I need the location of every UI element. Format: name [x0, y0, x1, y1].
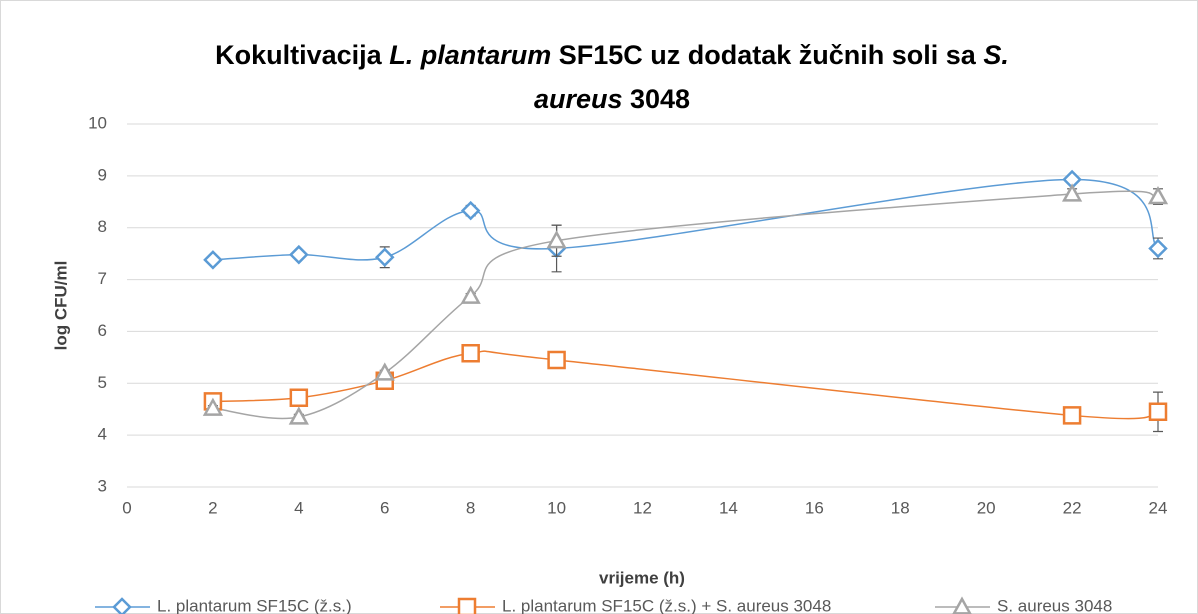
marker — [374, 247, 395, 268]
marker — [1062, 406, 1082, 425]
y-tick-label: 7 — [98, 269, 107, 288]
x-tick-label: 8 — [466, 498, 475, 517]
y-tick-label: 9 — [98, 165, 107, 184]
x-tick-label: 2 — [208, 498, 217, 517]
marker — [289, 388, 309, 408]
y-axis-title: log CFU/ml — [51, 261, 70, 351]
x-tick-label: 4 — [294, 498, 303, 517]
x-tick-label: 10 — [547, 498, 566, 517]
chart-title: aureus 3048 — [534, 84, 690, 114]
marker — [461, 343, 480, 363]
marker — [546, 230, 567, 249]
title-part: aureus — [534, 84, 623, 114]
title-part: 3048 — [622, 84, 690, 114]
marker — [547, 350, 566, 370]
marker — [1148, 238, 1168, 259]
x-tick-label: 16 — [805, 498, 824, 517]
y-tick-label: 6 — [98, 321, 107, 340]
y-tick-label: 5 — [98, 373, 107, 392]
marker — [1147, 186, 1169, 205]
x-tick-label: 0 — [122, 498, 131, 517]
x-tick-label: 18 — [891, 498, 910, 517]
title-part: S. — [983, 40, 1009, 70]
marker — [203, 250, 223, 270]
y-tick-label: 4 — [98, 425, 107, 444]
y-tick-label: 8 — [98, 217, 107, 236]
x-tick-label: 12 — [633, 498, 652, 517]
y-tick-label: 10 — [88, 113, 107, 132]
x-tick-label: 20 — [977, 498, 996, 517]
marker — [457, 597, 477, 614]
x-axis-title: vrijeme (h) — [599, 568, 685, 587]
marker — [1061, 183, 1083, 202]
x-tick-label: 22 — [1063, 498, 1082, 517]
marker — [460, 200, 481, 221]
marker — [202, 397, 224, 416]
legend-label: S. aureus 3048 — [997, 596, 1112, 614]
title-part: L. plantarum — [389, 40, 551, 70]
marker — [952, 596, 972, 614]
marker — [289, 244, 309, 265]
x-tick-label: 14 — [719, 498, 738, 517]
title-part: Kokultivacija — [215, 40, 389, 70]
chart-title: Kokultivacija L. plantarum SF15C uz doda… — [215, 40, 1009, 70]
marker — [460, 285, 481, 304]
marker — [288, 406, 309, 425]
title-part: SF15C uz dodatak žučnih soli sa — [551, 40, 983, 70]
legend-label: L. plantarum SF15C (ž.s.) — [157, 596, 352, 614]
x-tick-label: 6 — [380, 498, 389, 517]
marker — [374, 362, 395, 381]
y-tick-label: 3 — [98, 476, 107, 495]
x-tick-label: 24 — [1149, 498, 1168, 517]
marker — [112, 597, 132, 614]
legend-label: L. plantarum SF15C (ž.s.) + S. aureus 30… — [502, 596, 831, 614]
marker — [1148, 402, 1168, 422]
